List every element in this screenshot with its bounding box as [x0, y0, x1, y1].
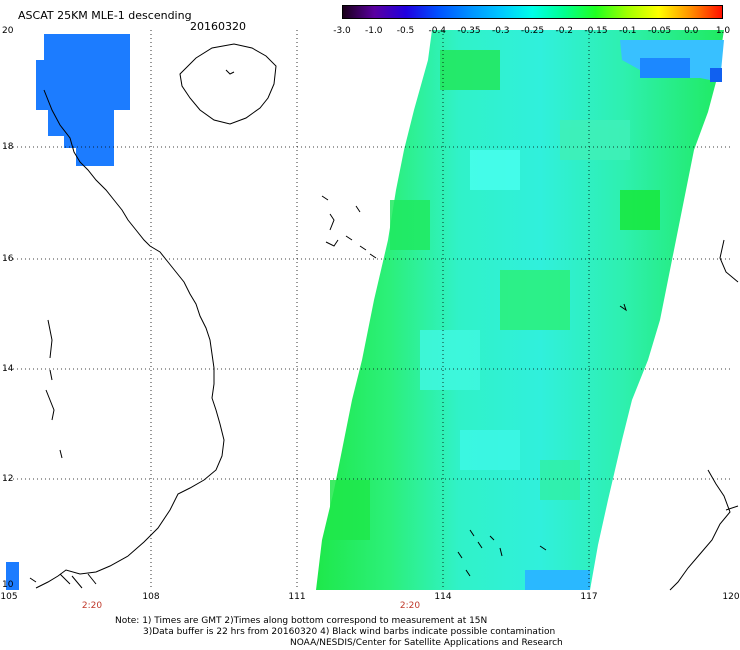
colorbar-label: -0.4 [428, 26, 447, 36]
colorbar-label: -0.5 [396, 26, 415, 36]
colorbar-label: -0.35 [457, 26, 481, 36]
lat-label: 18 [2, 142, 14, 152]
colorbar-label: -0.1 [618, 26, 637, 36]
colorbar [342, 5, 723, 19]
coastlines [29, 43, 739, 591]
paracel-islands [321, 195, 377, 259]
map-date: 20160320 [190, 20, 246, 33]
swath-blue-core [640, 58, 690, 78]
spratly-islands [457, 529, 547, 577]
note-line-3: NOAA/NESDIS/Center for Satellite Applica… [290, 638, 563, 648]
colorbar-label: 0.0 [684, 26, 699, 36]
small-isle [619, 303, 627, 312]
lat-label: 12 [2, 474, 14, 484]
lat-label: 16 [2, 254, 14, 264]
map-title: ASCAT 25KM MLE-1 descending [18, 9, 192, 22]
hainan-lake [225, 69, 235, 75]
colorbar-label: -0.3 [491, 26, 510, 36]
colorbar-label: -1.0 [364, 26, 383, 36]
swath-texture [330, 50, 660, 540]
lon-label: 105 [0, 592, 18, 602]
colorbar-label: -0.05 [647, 26, 672, 36]
lon-label: 111 [288, 592, 306, 602]
footer-note: Note: 1) Times are GMT 2)Times along bot… [0, 616, 740, 649]
swath-blue-bottom [525, 570, 590, 590]
philippines-coast [669, 239, 739, 591]
mekong-islands [29, 573, 97, 589]
time-label-left: 2:20 [81, 601, 103, 611]
time-label-right: 2:20 [399, 601, 421, 611]
lon-label: 108 [142, 592, 160, 602]
colorbar-label: -0.25 [520, 26, 545, 36]
lat-label: 10 [2, 580, 14, 590]
note-line-1: Note: 1) Times are GMT 2)Times along bot… [115, 616, 488, 626]
lon-label: 114 [434, 592, 452, 602]
land-blue-block [36, 34, 130, 166]
vietnam-coast [35, 89, 225, 589]
lat-label: 14 [2, 364, 14, 374]
lat-label: 20 [2, 26, 14, 36]
inland-lakes [45, 319, 63, 459]
note-line-2: 3)Data buffer is 22 hrs from 20160320 4)… [143, 627, 556, 637]
swath-blue-edge [710, 68, 722, 82]
colorbar-label: -3.0 [333, 26, 351, 36]
hainan-island [179, 43, 277, 125]
lon-label: 117 [580, 592, 598, 602]
gridlines [5, 30, 730, 590]
lon-label: 120 [722, 592, 740, 602]
land-blue-small [6, 562, 19, 590]
colorbar-label: -0.15 [584, 26, 608, 36]
colorbar-label: -0.2 [555, 26, 574, 36]
colorbar-label: 1.0 [715, 26, 731, 36]
